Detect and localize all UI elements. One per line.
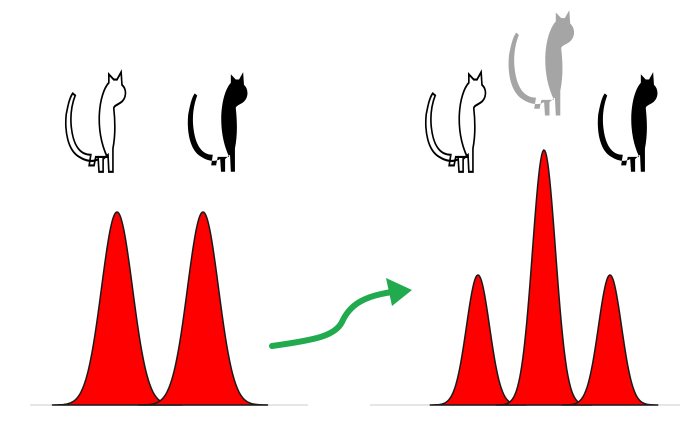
left-peak-1 xyxy=(51,211,183,406)
cat-black-icon xyxy=(597,72,658,172)
right-peak-1 xyxy=(429,274,527,406)
green-curved-arrow-icon xyxy=(269,278,412,349)
right-peak-3 xyxy=(561,274,659,406)
right-peaks xyxy=(429,149,659,406)
cat-gray-icon xyxy=(508,10,575,116)
left-peak-2 xyxy=(137,211,269,406)
right-cats xyxy=(424,10,658,173)
cat-outline-icon xyxy=(64,71,127,173)
left-cats xyxy=(64,71,248,173)
left-peaks xyxy=(51,211,269,406)
cat-outline-icon xyxy=(424,71,487,173)
right-peak-2 xyxy=(495,149,593,406)
cat-black-icon xyxy=(187,72,248,172)
